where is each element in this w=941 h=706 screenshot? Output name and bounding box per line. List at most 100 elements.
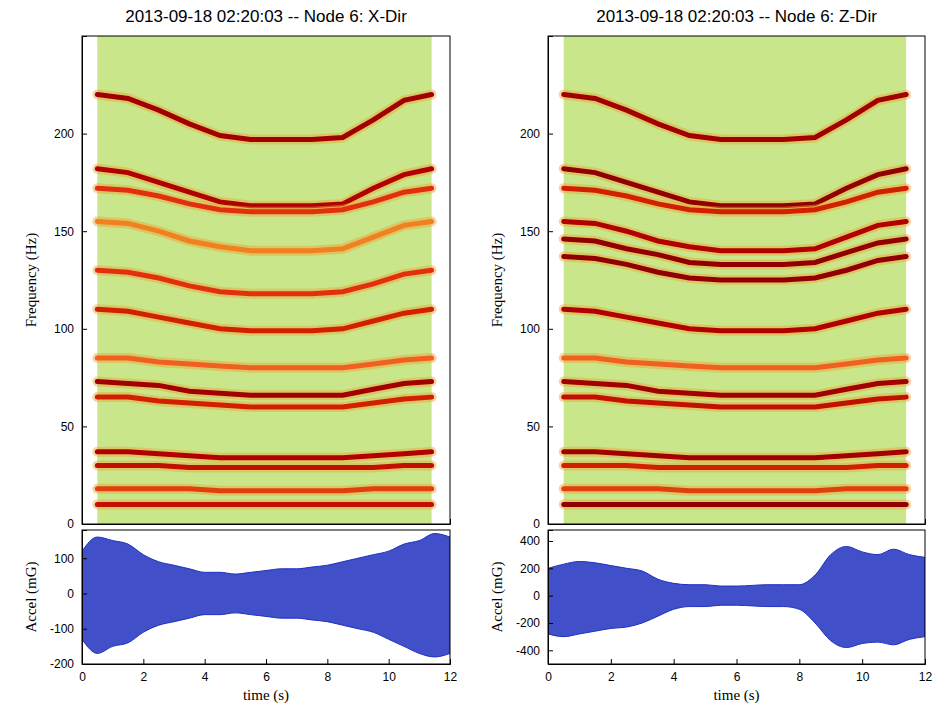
track-halo	[564, 489, 906, 491]
y-axis-title: Accel (mG)	[23, 561, 40, 632]
tick: 0	[533, 589, 553, 603]
tick-label: -200	[50, 657, 74, 671]
track-halo	[97, 465, 431, 467]
tick-label: -100	[50, 622, 74, 636]
track-halo	[564, 382, 906, 396]
tick-mark	[548, 623, 553, 624]
tick-mark	[205, 659, 206, 664]
chart-title: 2013-09-18 02:20:03 -- Node 6: X-Dir	[125, 7, 407, 26]
tick: 100	[54, 322, 87, 336]
tick: 50	[527, 420, 553, 434]
tick-mark	[82, 426, 87, 427]
tick: 400	[520, 534, 553, 548]
tick-mark	[82, 134, 87, 135]
tick-label: 0	[79, 670, 86, 684]
tick-label: 10	[856, 670, 870, 684]
frequency-track	[564, 397, 906, 407]
axis-line	[83, 519, 451, 525]
tick-label: 0	[545, 670, 552, 684]
track-halo	[97, 95, 431, 140]
tick: 8	[324, 659, 331, 684]
frequency-track	[97, 309, 431, 330]
axis: 024681012	[545, 659, 932, 684]
tick: 50	[61, 420, 87, 434]
frequency-track	[97, 221, 431, 250]
track-halo	[97, 382, 431, 396]
axis-line	[83, 531, 88, 665]
track-halo	[564, 95, 906, 140]
spectrogram-background	[564, 36, 906, 524]
plot-area	[548, 546, 925, 647]
track-halo	[97, 358, 431, 368]
tick-label: 200	[520, 127, 540, 141]
plot-frame	[548, 36, 925, 524]
tick-label: 0	[533, 517, 540, 531]
tick-mark	[548, 426, 553, 427]
tick-mark	[548, 568, 553, 569]
frequency-track	[97, 95, 431, 140]
tick: 2	[608, 659, 615, 684]
tick-mark	[674, 659, 675, 664]
plot-frame	[548, 530, 925, 664]
tick: 6	[263, 659, 270, 684]
tick-label: 0	[67, 587, 74, 601]
tick-mark	[548, 659, 549, 664]
tick-mark	[548, 541, 553, 542]
tick-label: 12	[919, 670, 933, 684]
tick: 150	[54, 225, 87, 239]
frequency-track	[564, 382, 906, 396]
track-halo	[97, 270, 431, 293]
track-halo	[564, 452, 906, 458]
tick: 0	[67, 587, 87, 601]
track-halo	[97, 397, 431, 407]
tick-mark	[450, 659, 451, 664]
axis	[549, 519, 926, 525]
acceleration-envelope	[82, 534, 450, 657]
frequency-track	[564, 95, 906, 140]
tick: 150	[520, 225, 553, 239]
tick-mark	[82, 329, 87, 330]
tick-label: 50	[61, 420, 75, 434]
plot-area	[82, 534, 450, 657]
tick: 4	[202, 659, 209, 684]
track-halo	[564, 465, 906, 467]
axis-line	[83, 659, 451, 665]
tick-mark	[82, 558, 87, 559]
tick-mark	[548, 596, 553, 597]
track-halo	[564, 499, 906, 509]
tick-label: 2	[140, 670, 147, 684]
x-axis-title: time (s)	[713, 687, 759, 704]
tick-mark	[82, 659, 83, 664]
frequency-track	[564, 309, 906, 330]
tick-label: 4	[202, 670, 209, 684]
y-axis-title: Frequency (Hz)	[489, 233, 506, 328]
frequency-track	[564, 452, 906, 458]
frequency-track	[97, 465, 431, 467]
tick-label: -200	[516, 616, 540, 630]
tick-label: 100	[520, 322, 540, 336]
tick: 200	[520, 127, 553, 141]
tick-mark	[611, 659, 612, 664]
axis	[83, 519, 451, 525]
frequency-track	[97, 358, 431, 368]
plot-area	[564, 36, 906, 524]
track-halo	[97, 452, 431, 458]
tick-label: 12	[444, 670, 458, 684]
tick-mark	[327, 659, 328, 664]
tick: 200	[54, 127, 87, 141]
tick-mark	[799, 659, 800, 664]
tick: 10	[856, 659, 870, 684]
acceleration-envelope	[548, 546, 925, 647]
axis-line	[549, 531, 554, 665]
track-halo	[97, 188, 431, 211]
track-halo	[97, 309, 431, 330]
tick: -100	[50, 622, 87, 636]
frequency-track	[97, 397, 431, 407]
tick-mark	[737, 659, 738, 664]
plot-frame	[82, 530, 450, 664]
frequency-track	[97, 188, 431, 211]
axis-line	[549, 519, 926, 525]
tick-label: 100	[54, 322, 74, 336]
tick: 6	[734, 659, 741, 684]
tick: 12	[444, 659, 458, 684]
